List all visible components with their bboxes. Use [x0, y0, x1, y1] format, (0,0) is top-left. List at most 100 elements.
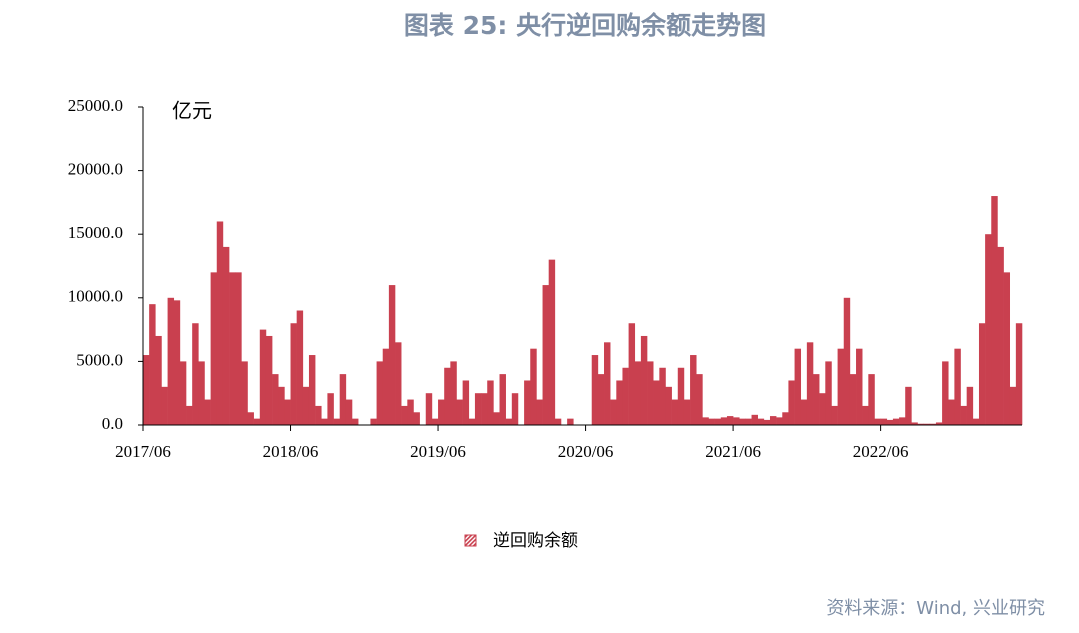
bar	[1009, 386, 1017, 425]
bar	[880, 418, 888, 425]
x-tick-label: 2019/06	[410, 442, 466, 461]
bar	[776, 417, 783, 425]
bar	[929, 423, 937, 425]
bar	[444, 367, 451, 425]
bar	[222, 246, 230, 425]
legend-label: 逆回购余额	[493, 531, 578, 551]
bar	[831, 405, 838, 425]
bar	[997, 246, 1004, 425]
x-tick-label: 2020/06	[558, 442, 614, 461]
bar	[794, 348, 802, 425]
bar	[278, 386, 285, 425]
bar	[905, 386, 912, 425]
bar	[474, 393, 482, 425]
bar	[179, 361, 187, 425]
bar	[591, 355, 599, 425]
bar	[542, 285, 549, 425]
y-tick-label: 10000.0	[68, 287, 123, 306]
bar	[917, 423, 924, 425]
bar	[856, 348, 863, 425]
bar	[677, 367, 685, 425]
bar	[296, 310, 304, 425]
bar	[960, 405, 967, 425]
bar	[345, 399, 353, 425]
bar	[438, 399, 445, 425]
bar	[659, 367, 666, 425]
bar	[530, 348, 537, 425]
bar	[161, 386, 168, 425]
bar	[647, 361, 654, 425]
bar	[548, 259, 556, 425]
bar	[450, 361, 457, 425]
bar	[388, 285, 396, 425]
y-tick-label: 5000.0	[76, 350, 123, 369]
bar	[769, 416, 777, 425]
bar	[763, 419, 771, 425]
bar	[683, 399, 691, 425]
bar	[843, 297, 851, 425]
bar	[739, 418, 746, 425]
bar	[382, 348, 390, 425]
bar	[192, 323, 199, 425]
bar	[862, 405, 869, 425]
bar	[149, 304, 156, 425]
bar	[726, 416, 734, 425]
bar	[923, 423, 931, 425]
bar	[481, 393, 488, 425]
legend-swatch	[464, 534, 477, 547]
bar	[524, 380, 531, 425]
bar	[173, 300, 181, 425]
bar	[892, 418, 900, 425]
bar	[339, 374, 347, 425]
bar	[886, 419, 894, 425]
bar	[671, 399, 679, 425]
bar	[259, 329, 267, 425]
x-tick-label: 2022/06	[853, 442, 909, 461]
bar	[806, 342, 814, 425]
bar	[788, 380, 795, 425]
bar	[370, 418, 377, 425]
bar	[634, 361, 642, 425]
bar	[431, 418, 439, 425]
bar	[597, 374, 605, 425]
bar	[376, 361, 384, 425]
x-tick-label: 2018/06	[263, 442, 319, 461]
bar	[782, 412, 789, 425]
bar	[425, 393, 433, 425]
bar	[567, 418, 574, 425]
y-unit: 亿元	[172, 99, 212, 123]
bar	[819, 393, 826, 425]
bar	[813, 374, 820, 425]
y-tick-label: 0.0	[102, 414, 123, 433]
bar	[456, 399, 463, 425]
bar	[308, 355, 316, 425]
bar	[837, 348, 845, 425]
bar	[757, 418, 765, 425]
y-tick-label: 15000.0	[68, 223, 123, 242]
bar	[985, 234, 992, 425]
bar	[505, 418, 513, 425]
bar	[284, 399, 291, 425]
bar	[315, 405, 322, 425]
bar	[708, 418, 715, 425]
bar	[351, 418, 359, 425]
bar	[493, 412, 500, 425]
bar	[978, 323, 986, 425]
bar	[696, 374, 703, 425]
bar	[954, 348, 961, 425]
bar	[272, 374, 279, 425]
bar	[653, 380, 660, 425]
bar	[462, 380, 470, 425]
bar	[204, 399, 211, 425]
bar	[290, 323, 297, 425]
bar	[972, 418, 980, 425]
bar	[407, 399, 414, 425]
bar	[825, 361, 832, 425]
bar	[720, 417, 728, 425]
bar	[610, 399, 617, 425]
bar	[942, 361, 949, 425]
bar	[468, 418, 476, 425]
bar	[143, 355, 150, 425]
bar	[745, 418, 752, 425]
